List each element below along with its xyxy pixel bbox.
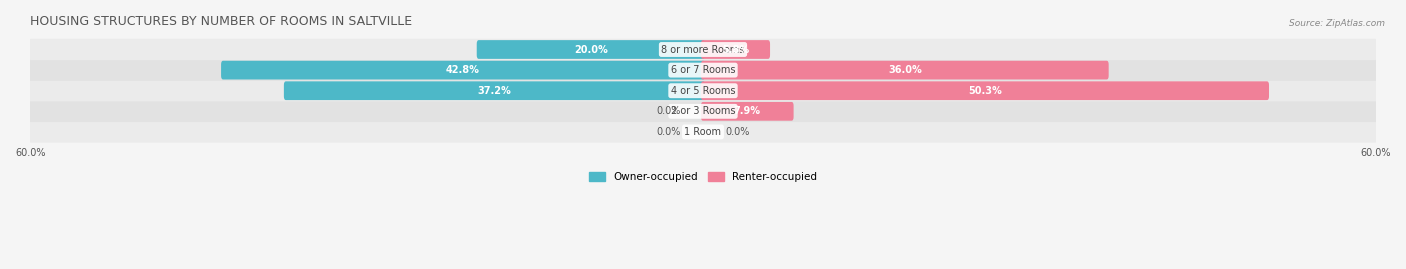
FancyBboxPatch shape bbox=[30, 101, 1376, 122]
FancyBboxPatch shape bbox=[30, 59, 1376, 81]
FancyBboxPatch shape bbox=[30, 80, 1376, 101]
FancyBboxPatch shape bbox=[30, 121, 1376, 143]
Text: 37.2%: 37.2% bbox=[478, 86, 512, 96]
Text: 20.0%: 20.0% bbox=[574, 44, 607, 55]
Text: 0.0%: 0.0% bbox=[657, 106, 681, 116]
Text: Source: ZipAtlas.com: Source: ZipAtlas.com bbox=[1289, 19, 1385, 28]
Text: 50.3%: 50.3% bbox=[969, 86, 1002, 96]
Text: 8 or more Rooms: 8 or more Rooms bbox=[661, 44, 745, 55]
Text: 42.8%: 42.8% bbox=[446, 65, 479, 75]
Text: 7.9%: 7.9% bbox=[734, 106, 761, 116]
Legend: Owner-occupied, Renter-occupied: Owner-occupied, Renter-occupied bbox=[585, 168, 821, 186]
FancyBboxPatch shape bbox=[702, 102, 793, 121]
Text: 36.0%: 36.0% bbox=[889, 65, 922, 75]
Text: 0.0%: 0.0% bbox=[657, 127, 681, 137]
Text: 5.8%: 5.8% bbox=[721, 44, 749, 55]
Text: 4 or 5 Rooms: 4 or 5 Rooms bbox=[671, 86, 735, 96]
FancyBboxPatch shape bbox=[477, 40, 704, 59]
Text: 2 or 3 Rooms: 2 or 3 Rooms bbox=[671, 106, 735, 116]
Text: HOUSING STRUCTURES BY NUMBER OF ROOMS IN SALTVILLE: HOUSING STRUCTURES BY NUMBER OF ROOMS IN… bbox=[31, 15, 412, 28]
FancyBboxPatch shape bbox=[702, 40, 770, 59]
FancyBboxPatch shape bbox=[702, 81, 1270, 100]
FancyBboxPatch shape bbox=[30, 39, 1376, 60]
FancyBboxPatch shape bbox=[284, 81, 704, 100]
Text: 1 Room: 1 Room bbox=[685, 127, 721, 137]
FancyBboxPatch shape bbox=[702, 61, 1109, 79]
FancyBboxPatch shape bbox=[221, 61, 704, 79]
Text: 6 or 7 Rooms: 6 or 7 Rooms bbox=[671, 65, 735, 75]
Text: 0.0%: 0.0% bbox=[725, 127, 749, 137]
